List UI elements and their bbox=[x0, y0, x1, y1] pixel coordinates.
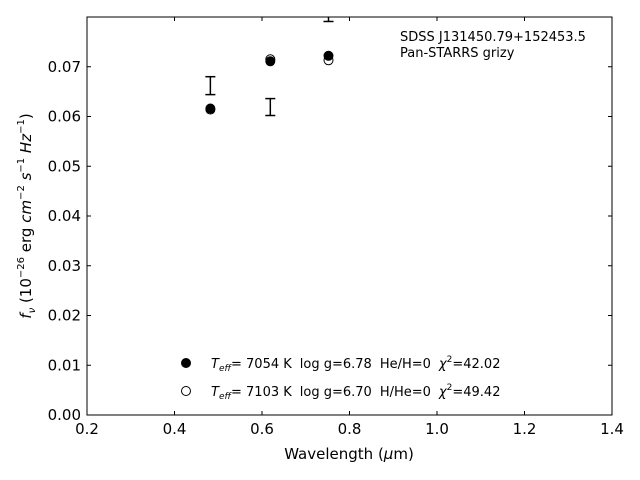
observed-error-bar bbox=[205, 75, 216, 96]
x-tick-label: 0.6 bbox=[250, 420, 274, 438]
y-tick-label: 0.03 bbox=[48, 257, 81, 275]
y-tick-label: 0.07 bbox=[48, 58, 81, 76]
plot-frame bbox=[86, 16, 613, 416]
model-point-open bbox=[323, 55, 334, 66]
x-tick-label: 0.8 bbox=[338, 420, 362, 438]
observed-error-bar bbox=[265, 97, 276, 117]
y-axis-label: fν (10−26 erg cm−2 s−1 Hz−1) bbox=[16, 113, 38, 318]
annotation-filter-set: Pan-STARRS grizy bbox=[400, 46, 515, 61]
observed-error-bar bbox=[323, 17, 334, 23]
x-tick-label: 0.4 bbox=[163, 420, 187, 438]
x-axis-ticks: 0.2 0.4 0.6 0.8 1.0 1.2 1.4 bbox=[75, 17, 624, 438]
legend-marker-filled bbox=[181, 358, 191, 368]
x-tick-label: 1.4 bbox=[600, 420, 624, 438]
model-point-open bbox=[265, 54, 276, 65]
y-tick-label: 0.05 bbox=[48, 157, 81, 175]
y-tick-label: 0.01 bbox=[48, 356, 81, 374]
data-marks bbox=[205, 17, 334, 117]
annotation-object-name: SDSS J131450.79+152453.5 bbox=[400, 30, 586, 45]
y-tick-label: 0.06 bbox=[48, 108, 81, 126]
model-point-open bbox=[205, 104, 216, 115]
legend-marker-open bbox=[181, 386, 191, 396]
x-tick-label: 1.0 bbox=[425, 420, 449, 438]
y-tick-label: 0.00 bbox=[48, 406, 81, 424]
y-tick-label: 0.02 bbox=[48, 307, 81, 325]
x-tick-label: 1.2 bbox=[513, 420, 537, 438]
y-axis-ticks: 0.00 0.01 0.02 0.03 0.04 0.05 0.06 0.07 bbox=[48, 58, 612, 424]
x-tick-label: 0.2 bbox=[75, 420, 99, 438]
y-tick-label: 0.04 bbox=[48, 207, 81, 225]
x-axis-label: Wavelength (μm) bbox=[284, 445, 414, 463]
